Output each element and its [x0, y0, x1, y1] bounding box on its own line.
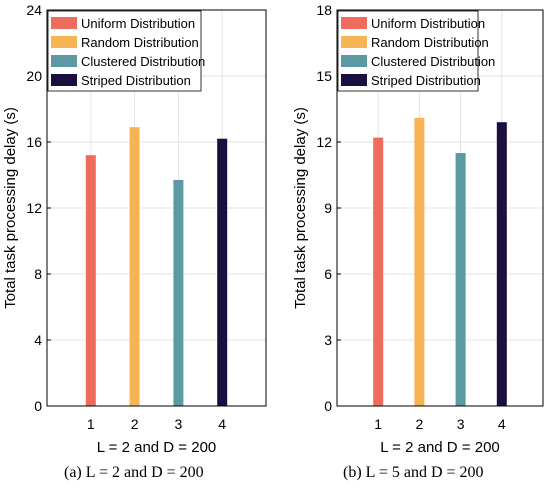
legend-label: Uniform Distribution	[371, 16, 485, 31]
axes-frame	[336, 9, 544, 407]
caption-a: (a) L = 2 and D = 200	[64, 464, 204, 481]
legend-swatch	[341, 17, 367, 29]
legend-label: Striped Distribution	[81, 73, 191, 88]
legend-swatch	[51, 17, 77, 29]
bar	[129, 127, 140, 407]
x-tick-label: 3	[457, 416, 465, 432]
legend-swatch	[341, 55, 367, 67]
x-tick-label: 4	[218, 416, 226, 432]
bar	[217, 138, 228, 406]
legend-swatch	[51, 55, 77, 67]
bar	[173, 179, 184, 406]
x-axis-label: L = 2 and D = 200	[380, 439, 500, 456]
x-tick-label: 2	[131, 416, 139, 432]
y-axis-label: Total task processing delay (s)	[292, 107, 309, 309]
x-axis-label: L = 2 and D = 200	[97, 439, 217, 456]
y-tick-label: 6	[324, 266, 332, 282]
y-tick-label: 4	[34, 332, 42, 348]
legend-swatch	[341, 36, 367, 48]
y-tick-label: 12	[26, 200, 42, 216]
y-tick-label: 9	[324, 200, 332, 216]
legend-label: Uniform Distribution	[81, 16, 195, 31]
y-tick-label: 8	[34, 266, 42, 282]
x-tick-label: 2	[416, 416, 424, 432]
legend-label: Clustered Distribution	[371, 54, 495, 69]
legend-label: Random Distribution	[371, 35, 489, 50]
bar	[496, 122, 507, 406]
bar	[85, 155, 96, 406]
legend-swatch	[51, 74, 77, 86]
legend-label: Clustered Distribution	[81, 54, 205, 69]
y-tick-label: 3	[324, 332, 332, 348]
y-tick-label: 18	[316, 2, 332, 18]
y-tick-label: 0	[324, 398, 332, 414]
bar	[373, 137, 384, 406]
x-tick-label: 1	[374, 416, 382, 432]
y-tick-label: 24	[26, 2, 42, 18]
y-tick-label: 15	[316, 68, 332, 84]
legend-swatch	[341, 74, 367, 86]
y-tick-label: 0	[34, 398, 42, 414]
x-tick-label: 4	[498, 416, 506, 432]
legend-label: Random Distribution	[81, 35, 199, 50]
y-tick-label: 16	[26, 134, 42, 150]
caption-b: (b) L = 5 and D = 200	[343, 464, 484, 481]
x-tick-label: 3	[175, 416, 183, 432]
y-axis-label: Total task processing delay (s)	[2, 107, 19, 309]
legend-label: Striped Distribution	[371, 73, 481, 88]
y-tick-label: 20	[26, 68, 42, 84]
x-tick-label: 1	[87, 416, 95, 432]
legend-swatch	[51, 36, 77, 48]
axes-frame	[46, 9, 267, 407]
bar	[455, 153, 466, 406]
y-tick-label: 12	[316, 134, 332, 150]
bar	[414, 117, 425, 407]
